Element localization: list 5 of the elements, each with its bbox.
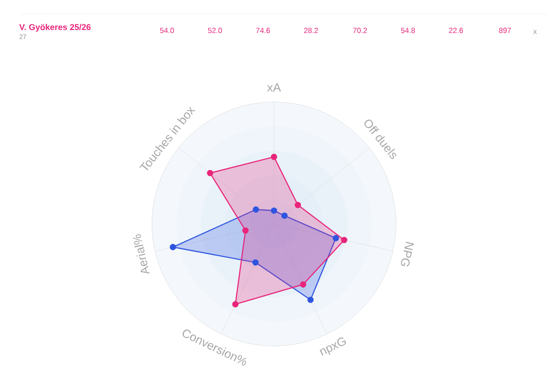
text: V. Gyökeres 25/26 — [19, 24, 91, 32]
spoke-label: npxG — [320, 337, 346, 356]
spoke-label: NPG — [401, 242, 414, 266]
spoke-label: xA — [267, 83, 281, 92]
spoke-label: Aerial% — [132, 234, 150, 274]
